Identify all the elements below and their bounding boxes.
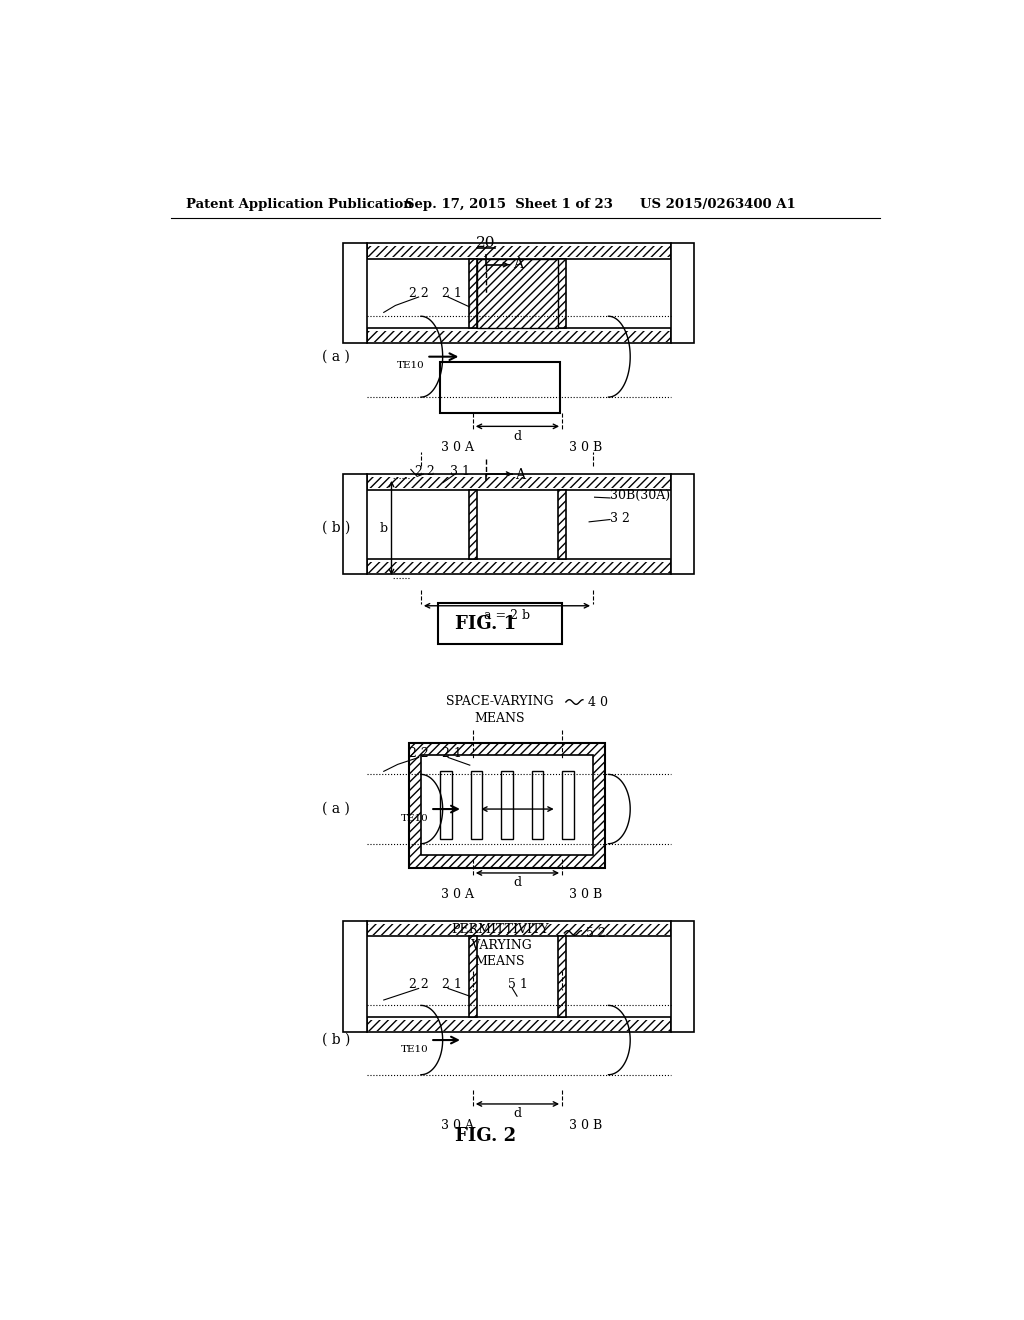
- Text: 2 2: 2 2: [410, 978, 429, 991]
- Bar: [471, 771, 482, 840]
- Bar: [558, 490, 566, 558]
- Bar: [409, 743, 605, 867]
- Text: 4 0: 4 0: [588, 696, 607, 709]
- Bar: [469, 490, 477, 558]
- Text: FIG. 2: FIG. 2: [456, 1127, 517, 1146]
- Bar: [367, 243, 671, 259]
- Bar: [671, 474, 693, 574]
- Text: US 2015/0263400 A1: US 2015/0263400 A1: [640, 198, 796, 211]
- Text: 2 1: 2 1: [442, 978, 462, 991]
- Text: TE10: TE10: [401, 1045, 429, 1053]
- Bar: [367, 246, 671, 257]
- Text: 5 1: 5 1: [508, 978, 527, 991]
- Text: FIG. 1: FIG. 1: [456, 615, 517, 634]
- Bar: [367, 1020, 671, 1031]
- Text: 2 2: 2 2: [410, 747, 429, 760]
- Bar: [558, 259, 566, 327]
- Text: 2 2: 2 2: [410, 288, 429, 301]
- Bar: [469, 259, 477, 327]
- Bar: [421, 755, 593, 855]
- Bar: [671, 921, 693, 1032]
- Text: TE10: TE10: [401, 814, 429, 822]
- Text: 20: 20: [476, 236, 496, 249]
- Bar: [501, 771, 513, 840]
- Text: 3 0 B: 3 0 B: [568, 441, 602, 454]
- Bar: [367, 562, 671, 573]
- Text: 3 0 A: 3 0 A: [441, 441, 474, 454]
- Bar: [367, 921, 671, 936]
- Bar: [367, 474, 671, 490]
- Bar: [409, 743, 605, 867]
- Bar: [558, 936, 566, 1016]
- Text: 2 1: 2 1: [442, 747, 462, 760]
- Text: 3 2: 3 2: [610, 512, 630, 525]
- Text: 3 0 B: 3 0 B: [568, 888, 602, 902]
- Bar: [367, 478, 671, 488]
- Bar: [367, 1016, 671, 1032]
- Text: d: d: [513, 1107, 521, 1121]
- Bar: [469, 936, 477, 1016]
- Bar: [367, 331, 671, 342]
- Bar: [440, 363, 560, 412]
- Bar: [367, 327, 671, 343]
- Bar: [531, 771, 544, 840]
- Text: SPACE-VARYING
MEANS: SPACE-VARYING MEANS: [446, 694, 554, 725]
- Text: 5 2: 5 2: [586, 927, 606, 940]
- Text: ( a ): ( a ): [322, 350, 349, 364]
- Text: d: d: [513, 430, 521, 444]
- Bar: [440, 771, 452, 840]
- Bar: [367, 558, 671, 574]
- Text: d: d: [513, 876, 521, 890]
- Text: 3 0 B: 3 0 B: [568, 1119, 602, 1133]
- Text: ( b ): ( b ): [322, 1034, 350, 1047]
- Text: 3 1: 3 1: [450, 465, 470, 478]
- Text: 3 0 A: 3 0 A: [441, 888, 474, 902]
- Text: 2 1: 2 1: [442, 288, 462, 301]
- Text: 30B(30A): 30B(30A): [610, 490, 670, 502]
- Text: ( b ): ( b ): [322, 521, 350, 535]
- Text: 2 2: 2 2: [415, 465, 434, 478]
- Text: 3 0 A: 3 0 A: [441, 1119, 474, 1133]
- Bar: [671, 243, 693, 343]
- Text: Sep. 17, 2015  Sheet 1 of 23: Sep. 17, 2015 Sheet 1 of 23: [406, 198, 613, 211]
- Bar: [438, 603, 562, 644]
- Text: PERMITTIVITY
-VARYING
MEANS: PERMITTIVITY -VARYING MEANS: [452, 923, 549, 968]
- Text: A: A: [515, 467, 525, 482]
- Text: TE10: TE10: [397, 362, 425, 371]
- Text: a = 2 b: a = 2 b: [484, 610, 530, 622]
- Bar: [343, 921, 367, 1032]
- Text: A: A: [513, 257, 523, 271]
- Bar: [343, 243, 367, 343]
- Bar: [367, 924, 671, 935]
- Bar: [477, 259, 558, 327]
- Bar: [343, 474, 367, 574]
- Text: Patent Application Publication: Patent Application Publication: [186, 198, 413, 211]
- Text: b: b: [380, 521, 388, 535]
- Bar: [562, 771, 574, 840]
- Text: ( a ): ( a ): [322, 803, 349, 816]
